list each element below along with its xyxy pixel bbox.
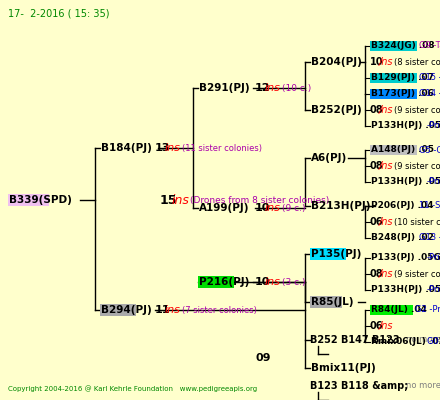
Text: (10 c.): (10 c.): [282, 84, 311, 92]
Text: ins: ins: [265, 203, 281, 213]
Text: /ns: /ns: [379, 105, 393, 115]
Text: 13: 13: [155, 143, 170, 153]
Text: R85(JL): R85(JL): [311, 297, 353, 307]
Text: A6(PJ): A6(PJ): [311, 153, 347, 163]
Text: 08: 08: [370, 269, 384, 279]
FancyBboxPatch shape: [100, 304, 136, 316]
Text: (9 sister colonies): (9 sister colonies): [394, 270, 440, 278]
Text: 10: 10: [255, 203, 270, 213]
FancyBboxPatch shape: [8, 194, 48, 206]
Text: ins: ins: [165, 305, 181, 315]
Text: G2 -PrimRed01: G2 -PrimRed01: [415, 306, 440, 314]
Text: G5 -Cankiri97Q: G5 -Cankiri97Q: [419, 146, 440, 154]
Text: G0 -Russish: G0 -Russish: [427, 338, 440, 346]
Text: B184(PJ): B184(PJ): [101, 143, 152, 153]
Text: 15: 15: [160, 194, 177, 206]
Text: /ns: /ns: [379, 321, 393, 331]
Text: A148(PJ) .05: A148(PJ) .05: [371, 146, 434, 154]
Text: no more: no more: [406, 336, 440, 344]
FancyBboxPatch shape: [370, 89, 417, 99]
Text: 11: 11: [155, 305, 170, 315]
Text: Copyright 2004-2016 @ Karl Kehrle Foundation   www.pedigreeapis.org: Copyright 2004-2016 @ Karl Kehrle Founda…: [8, 385, 257, 392]
Text: -PrimGreen00: -PrimGreen00: [427, 286, 440, 294]
Text: -PrimGreen00: -PrimGreen00: [427, 122, 440, 130]
Text: 10: 10: [255, 277, 270, 287]
Text: ins: ins: [165, 143, 181, 153]
Text: Rmix06(JL) .02: Rmix06(JL) .02: [371, 338, 440, 346]
Text: 11 -SinopEgg86R: 11 -SinopEgg86R: [419, 202, 440, 210]
Text: (3 c.): (3 c.): [282, 278, 305, 286]
Text: 06: 06: [370, 321, 384, 331]
Text: (8 sister colonies): (8 sister colonies): [394, 58, 440, 66]
Text: P133(PJ) .05G3: P133(PJ) .05G3: [371, 254, 440, 262]
Text: G14 -AthosSt80R: G14 -AthosSt80R: [419, 90, 440, 98]
Text: B173(PJ) .06: B173(PJ) .06: [371, 90, 434, 98]
Text: P216(PJ): P216(PJ): [199, 277, 249, 287]
FancyBboxPatch shape: [310, 248, 346, 260]
Text: /ns: /ns: [379, 217, 393, 227]
Text: 12: 12: [255, 83, 271, 93]
Text: 06: 06: [370, 217, 384, 227]
Text: P133H(PJ) .053: P133H(PJ) .053: [371, 122, 440, 130]
Text: /ns: /ns: [379, 57, 393, 67]
Text: 17-  2-2016 ( 15: 35): 17- 2-2016 ( 15: 35): [8, 8, 110, 18]
Text: ins: ins: [265, 277, 281, 287]
Text: Bmix11(PJ): Bmix11(PJ): [311, 363, 376, 373]
Text: -PrimGreen00: -PrimGreen00: [427, 178, 440, 186]
Text: G9 -Takab93R: G9 -Takab93R: [419, 42, 440, 50]
Text: 09: 09: [255, 353, 271, 363]
FancyBboxPatch shape: [370, 145, 417, 155]
Text: B294(PJ): B294(PJ): [101, 305, 152, 315]
Text: 08: 08: [370, 161, 384, 171]
Text: P135(PJ): P135(PJ): [311, 249, 361, 259]
Text: (9 sister colonies): (9 sister colonies): [394, 106, 440, 114]
Text: (9 c.): (9 c.): [282, 204, 305, 212]
FancyBboxPatch shape: [370, 305, 413, 315]
Text: B252(PJ): B252(PJ): [311, 105, 362, 115]
Text: B123 B118 &amp;: B123 B118 &amp;: [310, 381, 408, 391]
FancyBboxPatch shape: [198, 276, 234, 288]
Text: 10: 10: [370, 57, 384, 67]
Text: (11 sister colonies): (11 sister colonies): [182, 144, 262, 152]
Text: G15 -AthosSt80R: G15 -AthosSt80R: [419, 74, 440, 82]
FancyBboxPatch shape: [370, 41, 417, 51]
Text: (7 sister colonies): (7 sister colonies): [182, 306, 257, 314]
Text: B213H(PJ): B213H(PJ): [311, 201, 370, 211]
Text: 08: 08: [370, 105, 384, 115]
Text: B339(SPD): B339(SPD): [9, 195, 72, 205]
Text: P133H(PJ) .053: P133H(PJ) .053: [371, 178, 440, 186]
Text: B252 B147 B123: B252 B147 B123: [310, 335, 400, 345]
Text: G13 -AthosSt80R: G13 -AthosSt80R: [419, 234, 440, 242]
Text: B324(JG) .08: B324(JG) .08: [371, 42, 435, 50]
Text: B248(PJ) .02: B248(PJ) .02: [371, 234, 434, 242]
Text: B291(PJ): B291(PJ): [199, 83, 249, 93]
Text: (Drones from 8 sister colonies): (Drones from 8 sister colonies): [190, 196, 329, 204]
Text: A199(PJ): A199(PJ): [199, 203, 249, 213]
Text: (10 sister colonies): (10 sister colonies): [394, 218, 440, 226]
Text: no more: no more: [406, 382, 440, 390]
Text: /ns: /ns: [379, 269, 393, 279]
Text: P206(PJ) .04: P206(PJ) .04: [371, 202, 433, 210]
FancyBboxPatch shape: [370, 73, 417, 83]
Text: B129(PJ) .07: B129(PJ) .07: [371, 74, 434, 82]
Text: (9 sister colonies): (9 sister colonies): [394, 162, 440, 170]
Text: ins: ins: [171, 194, 189, 206]
FancyBboxPatch shape: [310, 296, 341, 308]
Text: -PrimGreen00: -PrimGreen00: [427, 254, 440, 262]
Text: R84(JL) .04: R84(JL) .04: [371, 306, 427, 314]
Text: P133H(PJ) .053: P133H(PJ) .053: [371, 286, 440, 294]
Text: B204(PJ): B204(PJ): [311, 57, 362, 67]
Text: /ns: /ns: [379, 161, 393, 171]
Text: ins: ins: [265, 83, 281, 93]
